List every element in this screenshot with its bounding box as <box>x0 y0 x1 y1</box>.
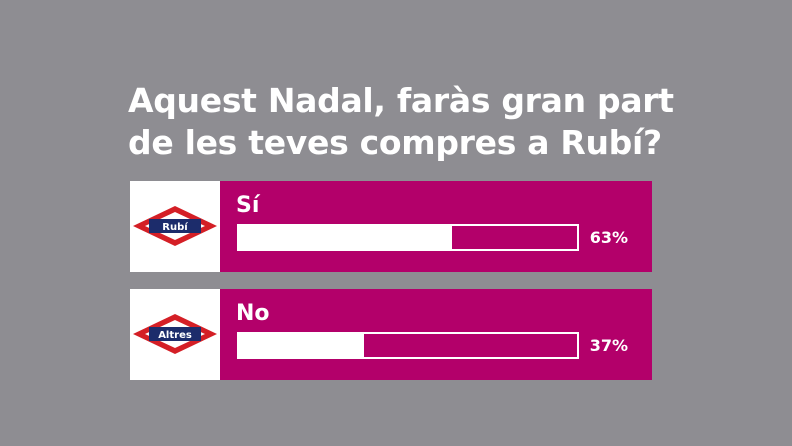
poll-question-line-1: Aquest Nadal, faràs gran part <box>128 81 674 120</box>
option-label: No <box>236 301 270 326</box>
poll-question-line-2: de les teves compres a Rubí? <box>128 123 662 162</box>
badge-text: Rubí <box>162 221 188 233</box>
poll-question: Aquest Nadal, faràs gran part de les tev… <box>128 80 688 164</box>
badge-band <box>149 327 201 341</box>
altres-logo: Altres <box>130 289 220 380</box>
result-bar-fill <box>239 226 452 249</box>
percent-label: 63% <box>589 228 628 247</box>
poll-option-si: Rubí Sí 63% <box>130 181 652 272</box>
result-bar-track <box>237 224 579 251</box>
result-bar-fill <box>239 334 365 357</box>
badge-band <box>149 219 201 233</box>
diamond-badge-icon: Altres <box>133 314 217 354</box>
badge-text: Altres <box>158 330 192 341</box>
result-bar-track <box>237 332 579 359</box>
rubi-logo: Rubí <box>130 181 220 272</box>
diamond-badge-icon: Rubí <box>133 206 217 246</box>
percent-label: 37% <box>589 336 628 355</box>
poll-option-no: Altres No 37% <box>130 289 652 380</box>
option-label: Sí <box>236 193 260 218</box>
